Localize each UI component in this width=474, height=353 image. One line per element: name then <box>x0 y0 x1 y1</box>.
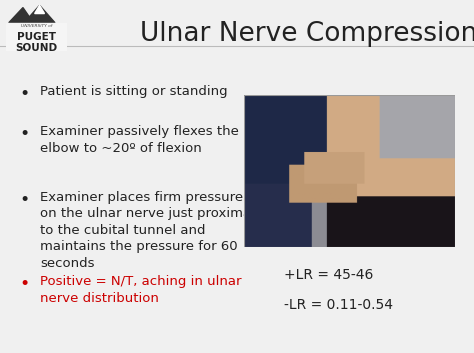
Text: •: • <box>19 191 29 209</box>
Polygon shape <box>9 8 33 23</box>
Text: UNIVERSITY of: UNIVERSITY of <box>21 24 52 28</box>
Text: SOUND: SOUND <box>16 43 57 53</box>
Text: PUGET: PUGET <box>17 32 56 42</box>
Polygon shape <box>6 23 67 51</box>
Text: Ulnar Nerve Compression Test: Ulnar Nerve Compression Test <box>140 21 474 47</box>
Polygon shape <box>35 5 45 13</box>
Text: •: • <box>19 85 29 103</box>
Text: Examiner places firm pressure
on the ulnar nerve just proximal
to the cubital tu: Examiner places firm pressure on the uln… <box>40 191 255 270</box>
Polygon shape <box>24 5 55 23</box>
Text: +LR = 45-46: +LR = 45-46 <box>284 268 374 282</box>
Text: •: • <box>19 125 29 143</box>
Text: Patient is sitting or standing: Patient is sitting or standing <box>40 85 228 98</box>
Text: -LR = 0.11-0.54: -LR = 0.11-0.54 <box>284 298 393 312</box>
Text: Examiner passively flexes the
elbow to ~20º of flexion: Examiner passively flexes the elbow to ~… <box>40 125 239 155</box>
Text: •: • <box>19 275 29 293</box>
Text: Positive = N/T, aching in ulnar
nerve distribution: Positive = N/T, aching in ulnar nerve di… <box>40 275 242 305</box>
